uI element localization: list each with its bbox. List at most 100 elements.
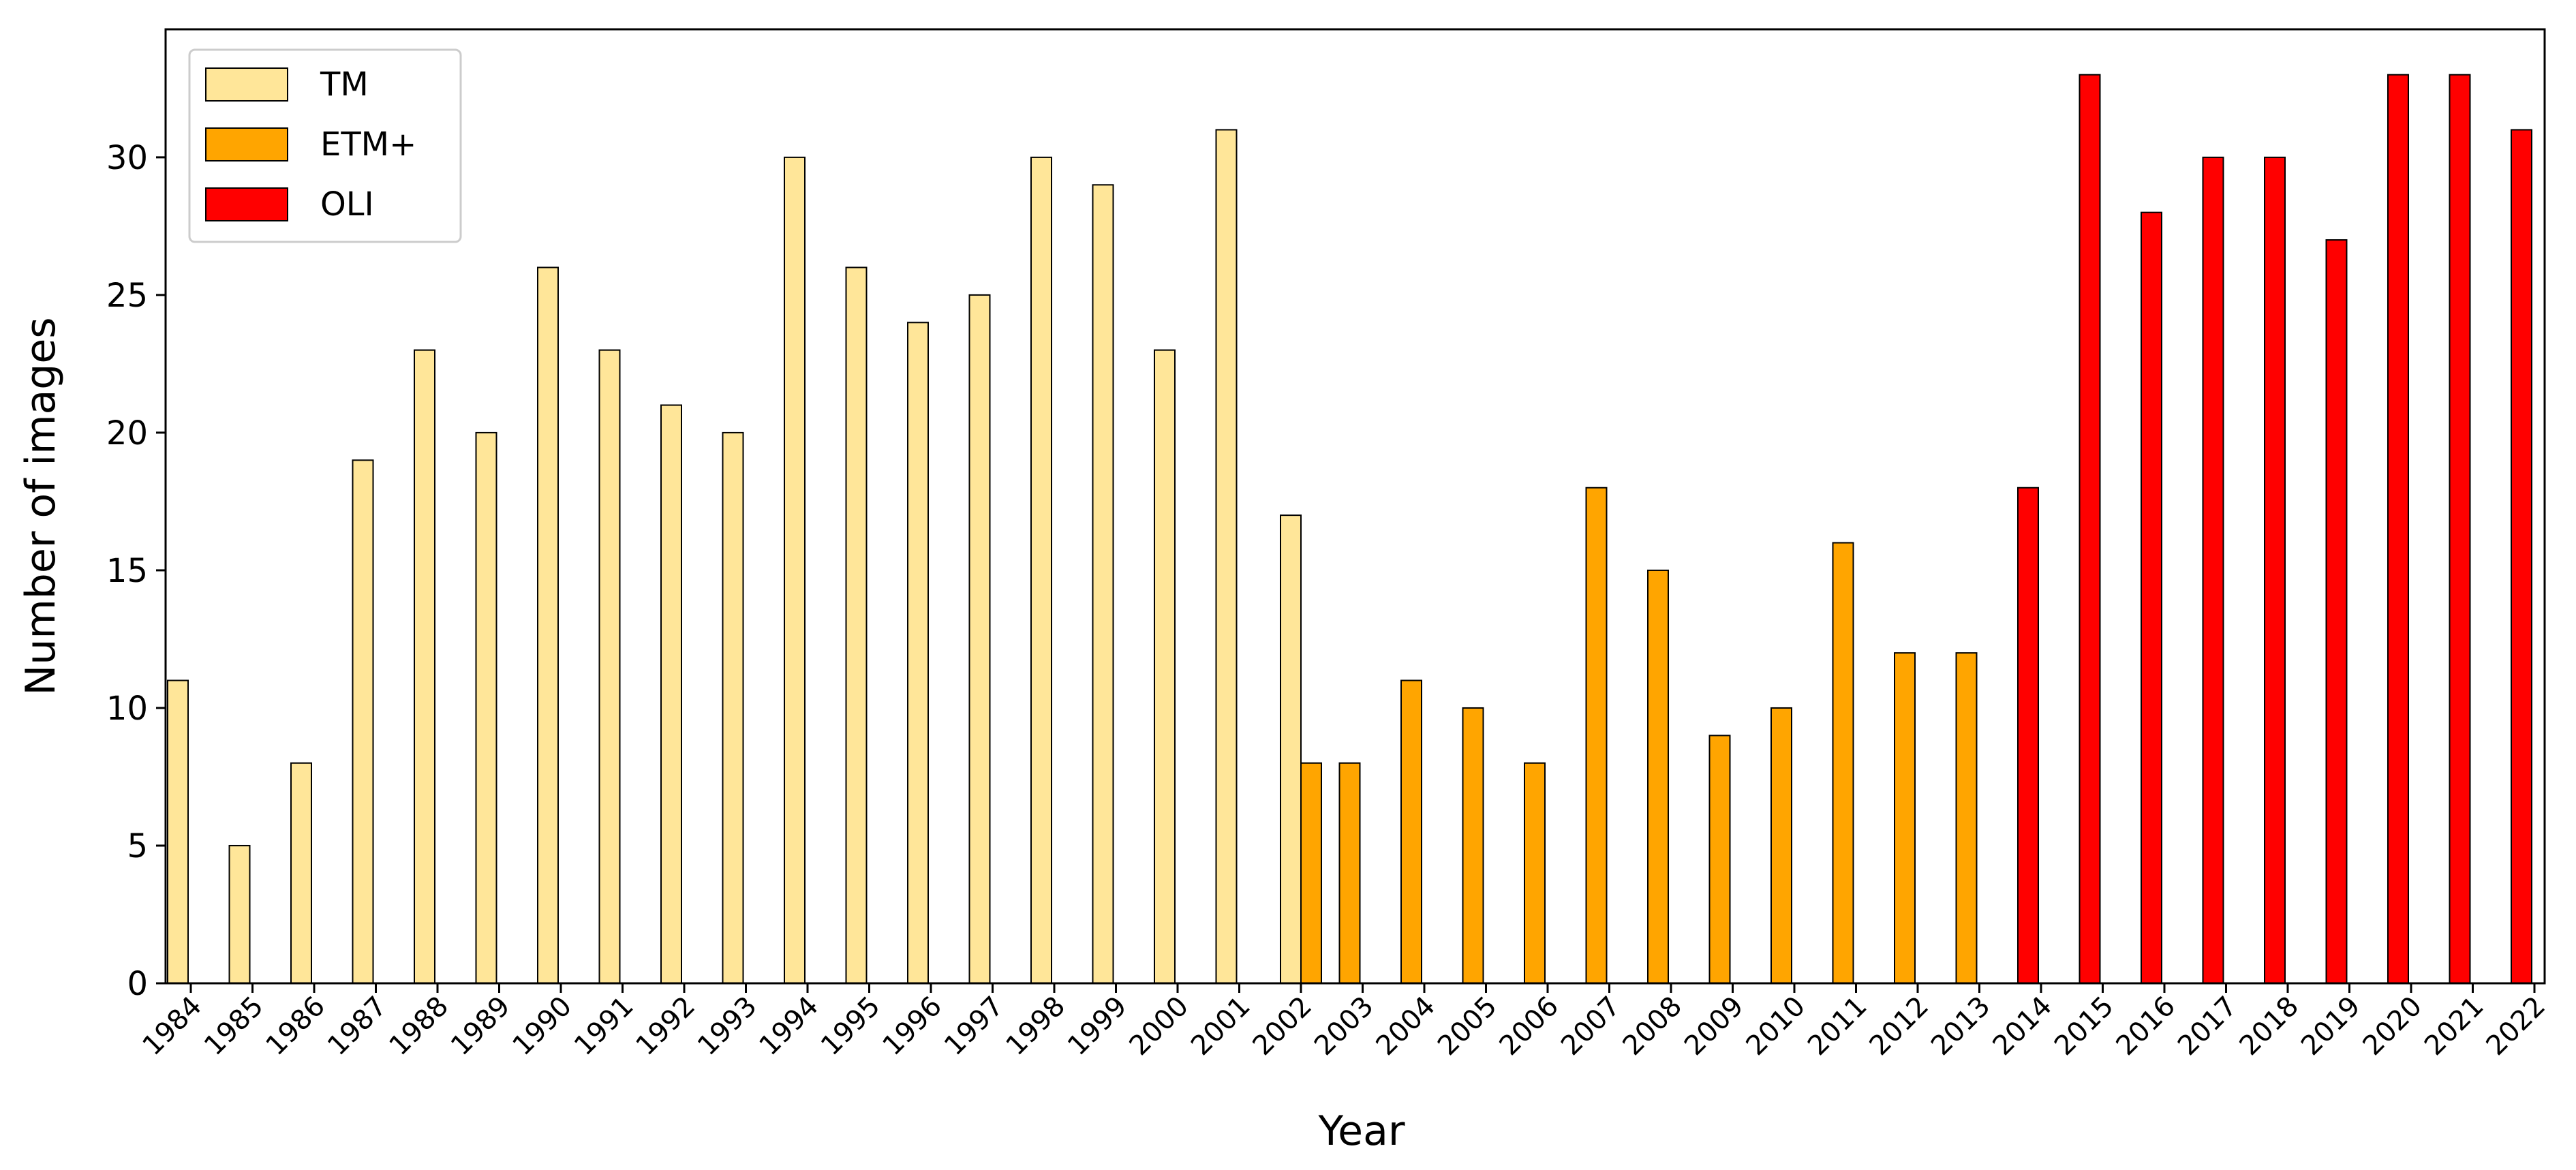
bar-oli-2021 <box>2449 74 2471 985</box>
x-tick-label-2000: 2000 <box>1124 991 1195 1062</box>
bar-etm-2002 <box>1300 762 1322 985</box>
x-tick-label-2011: 2011 <box>1802 991 1873 1062</box>
x-tick-label-2014: 2014 <box>1987 991 2059 1062</box>
x-tick-label-1985: 1985 <box>198 991 270 1062</box>
bar-tm-1991 <box>598 349 621 984</box>
bar-etm-2010 <box>1770 707 1792 984</box>
x-tick-label-1997: 1997 <box>938 991 1010 1062</box>
x-tick-label-2007: 2007 <box>1555 991 1627 1062</box>
x-tick-label-2008: 2008 <box>1617 991 1689 1062</box>
y-axis-ticks: 0 5 10 15 20 25 30 <box>106 139 166 1003</box>
bar-oli-2018 <box>2264 156 2286 984</box>
y-tick-label-0: 0 <box>127 965 148 1003</box>
bar-tm-1990 <box>537 266 559 984</box>
y-tick-label-20: 20 <box>106 414 148 452</box>
bar-etm-2013 <box>1955 652 1978 984</box>
bar-etm-2007 <box>1585 487 1608 984</box>
bar-etm-2003 <box>1338 762 1361 985</box>
bar-etm-2004 <box>1400 679 1422 984</box>
bar-oli-2014 <box>2017 487 2039 984</box>
x-tick-label-2018: 2018 <box>2234 991 2305 1062</box>
x-tick-label-2013: 2013 <box>1925 991 1997 1062</box>
x-tick-label-2020: 2020 <box>2357 991 2429 1062</box>
x-axis-ticks: 1984198519861987198819891990199119921993… <box>137 983 2552 1062</box>
x-tick-label-2012: 2012 <box>1864 991 1935 1062</box>
bar-tm-1998 <box>1030 156 1052 984</box>
bar-tm-1994 <box>784 156 806 984</box>
bar-tm-1995 <box>845 266 868 984</box>
legend-label-oli: OLI <box>320 185 374 224</box>
x-tick-label-2010: 2010 <box>1741 991 1812 1062</box>
y-tick-label-15: 15 <box>106 552 148 590</box>
x-tick-label-2002: 2002 <box>1247 991 1319 1062</box>
bar-tm-1984 <box>167 679 189 984</box>
x-tick-label-2006: 2006 <box>1494 991 1565 1062</box>
bar-tm-1997 <box>968 294 991 984</box>
x-tick-label-2016: 2016 <box>2111 991 2182 1062</box>
bar-oli-2022 <box>2511 129 2532 985</box>
bar-oli-2019 <box>2325 239 2348 984</box>
bar-etm-2011 <box>1832 542 1854 984</box>
bar-tm-1986 <box>290 762 312 985</box>
y-tick-label-10: 10 <box>106 690 148 728</box>
x-tick-label-1989: 1989 <box>445 991 517 1062</box>
bar-etm-2005 <box>1462 707 1484 984</box>
bar-etm-2006 <box>1524 762 1546 985</box>
x-tick-label-1995: 1995 <box>815 991 887 1062</box>
legend-swatch-oli <box>205 187 288 221</box>
x-tick-label-1987: 1987 <box>322 991 393 1062</box>
plot-frame <box>164 28 2546 985</box>
bar-etm-2009 <box>1708 735 1731 984</box>
legend-swatch-etm <box>205 127 288 161</box>
bar-tm-1993 <box>722 431 744 984</box>
x-tick-label-1991: 1991 <box>568 991 640 1062</box>
x-tick-label-1988: 1988 <box>384 991 455 1062</box>
bar-oli-2016 <box>2141 211 2162 984</box>
bar-tm-2000 <box>1154 349 1176 984</box>
x-tick-label-1998: 1998 <box>1000 991 1072 1062</box>
y-tick-label-5: 5 <box>127 827 148 865</box>
bar-oli-2015 <box>2079 74 2101 985</box>
y-tick-label-25: 25 <box>106 277 148 315</box>
x-tick-label-1990: 1990 <box>507 991 579 1062</box>
bar-oli-2017 <box>2202 156 2224 984</box>
x-axis-title: Year <box>1317 1107 1405 1155</box>
x-tick-label-2005: 2005 <box>1432 991 1503 1062</box>
x-tick-label-2021: 2021 <box>2419 991 2490 1062</box>
bar-tm-1999 <box>1092 184 1114 984</box>
bar-tm-1987 <box>352 459 374 984</box>
y-tick-label-30: 30 <box>106 139 148 177</box>
bar-tm-1996 <box>907 322 929 984</box>
legend-label-tm: TM <box>320 65 369 104</box>
bar-etm-2008 <box>1647 569 1669 984</box>
x-tick-label-2003: 2003 <box>1308 991 1380 1062</box>
x-tick-label-2022: 2022 <box>2481 991 2552 1062</box>
x-tick-label-1994: 1994 <box>754 991 825 1062</box>
bar-oli-2020 <box>2387 74 2409 985</box>
x-tick-label-2015: 2015 <box>2049 991 2120 1062</box>
x-tick-label-1986: 1986 <box>260 991 332 1062</box>
x-tick-label-1992: 1992 <box>630 991 702 1062</box>
x-tick-label-2009: 2009 <box>1678 991 1750 1062</box>
bars-group <box>167 74 2532 985</box>
x-tick-label-1996: 1996 <box>877 991 949 1062</box>
legend: TM ETM+ OLI <box>188 48 462 243</box>
x-tick-label-2017: 2017 <box>2172 991 2243 1062</box>
bar-tm-1988 <box>414 349 435 984</box>
legend-label-etm: ETM+ <box>320 125 416 164</box>
x-tick-label-2019: 2019 <box>2295 991 2367 1062</box>
x-tick-label-1993: 1993 <box>692 991 763 1062</box>
bar-tm-1989 <box>475 431 497 984</box>
bar-tm-1985 <box>228 844 251 985</box>
legend-swatch-tm <box>205 67 288 102</box>
bar-tm-2002 <box>1280 514 1302 984</box>
legend-entries: TM ETM+ OLI <box>205 65 416 224</box>
y-axis-title: Number of images <box>17 317 65 695</box>
x-tick-label-2004: 2004 <box>1370 991 1442 1062</box>
x-tick-label-1999: 1999 <box>1062 991 1133 1062</box>
x-tick-label-2001: 2001 <box>1185 991 1257 1062</box>
bar-etm-2012 <box>1894 652 1916 984</box>
bar-tm-2001 <box>1215 129 1238 985</box>
bar-tm-1992 <box>660 404 682 984</box>
